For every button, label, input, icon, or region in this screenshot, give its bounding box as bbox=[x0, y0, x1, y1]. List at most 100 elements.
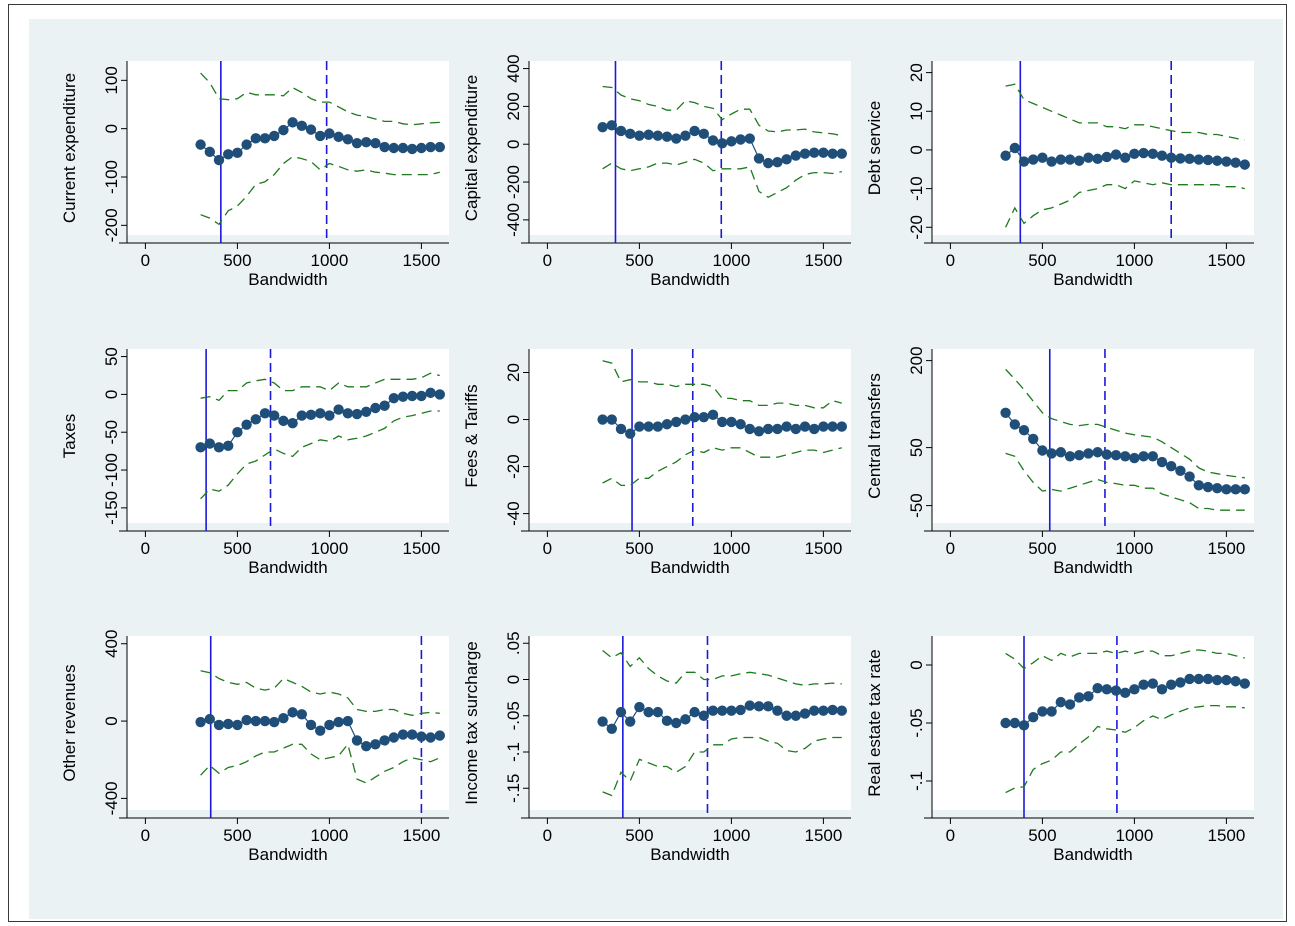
estimate-point bbox=[836, 705, 847, 716]
estimate-point bbox=[1009, 717, 1020, 729]
x-tick-label: 1000 bbox=[712, 826, 750, 845]
estimate-point bbox=[818, 147, 829, 158]
estimate-point bbox=[643, 706, 654, 718]
estimate-point bbox=[1166, 460, 1177, 472]
y-axis-title: Taxes bbox=[60, 414, 79, 458]
ci-lower-line bbox=[200, 742, 441, 784]
estimate-point bbox=[223, 149, 234, 160]
estimate-point bbox=[1221, 484, 1232, 495]
estimate-point bbox=[1175, 153, 1186, 164]
estimate-point bbox=[232, 147, 243, 159]
plot-area bbox=[127, 349, 449, 523]
estimate-point bbox=[726, 705, 737, 716]
x-axis-title: Bandwidth bbox=[1053, 270, 1132, 289]
estimate-point bbox=[379, 400, 390, 411]
x-tick-label: 1000 bbox=[712, 251, 750, 270]
estimate-point bbox=[1230, 484, 1241, 495]
panel-3: -20 -10 0 10 20 0 500 1000 1500 Bandwidth Debt ser… bbox=[865, 61, 1254, 289]
x-axis-title: Bandwidth bbox=[248, 270, 327, 289]
estimate-point bbox=[827, 704, 838, 716]
estimate-point bbox=[809, 705, 820, 716]
estimate-point bbox=[1212, 483, 1223, 494]
y-tick-label: -.1 bbox=[907, 771, 926, 791]
y-tick-label: 20 bbox=[907, 63, 926, 82]
estimate-point bbox=[1018, 720, 1030, 731]
x-tick-label: 1000 bbox=[712, 539, 750, 558]
estimate-point bbox=[361, 741, 372, 752]
x-axis-title: Bandwidth bbox=[248, 558, 327, 577]
estimate-point bbox=[324, 128, 335, 139]
ci-lower-line bbox=[1005, 452, 1245, 511]
estimate-point bbox=[763, 423, 774, 435]
y-tick-label: 10 bbox=[907, 102, 926, 121]
estimate-point bbox=[625, 128, 636, 140]
x-tick-label: 500 bbox=[223, 251, 251, 270]
ci-upper-line bbox=[200, 72, 440, 126]
estimate-point bbox=[1212, 155, 1223, 166]
estimate-point bbox=[643, 421, 654, 432]
y-tick-label: -400 bbox=[102, 781, 121, 815]
x-axis-title: Bandwidth bbox=[1053, 845, 1132, 864]
estimate-point bbox=[661, 715, 673, 727]
estimate-point bbox=[707, 409, 719, 421]
estimate-point bbox=[315, 130, 326, 142]
estimate-point bbox=[753, 426, 765, 437]
estimate-point bbox=[213, 154, 225, 166]
estimate-point bbox=[735, 704, 746, 716]
y-tick-label: -.15 bbox=[504, 774, 523, 803]
estimate-point bbox=[625, 716, 636, 727]
x-tick-label: 0 bbox=[141, 539, 150, 558]
estimate-point bbox=[416, 142, 427, 154]
estimate-point bbox=[1184, 673, 1195, 685]
estimate-point bbox=[1046, 156, 1057, 167]
estimate-point bbox=[1000, 150, 1011, 161]
y-tick-label: 0 bbox=[102, 716, 121, 725]
estimate-point bbox=[305, 409, 317, 421]
x-axis-title: Bandwidth bbox=[248, 845, 327, 864]
x-tick-label: 500 bbox=[223, 539, 251, 558]
estimate-point bbox=[1046, 706, 1057, 717]
x-tick-label: 1500 bbox=[1207, 539, 1245, 558]
x-tick-label: 1000 bbox=[310, 251, 348, 270]
estimate-point bbox=[827, 421, 838, 432]
estimate-point bbox=[397, 142, 409, 154]
estimate-point bbox=[342, 134, 353, 145]
estimate-point bbox=[370, 402, 381, 414]
y-axis-title: Capital expenditure bbox=[462, 75, 481, 221]
estimate-point bbox=[1074, 449, 1085, 461]
estimate-point bbox=[232, 719, 243, 731]
estimate-point bbox=[250, 414, 261, 425]
x-tick-label: 500 bbox=[625, 826, 653, 845]
estimate-point bbox=[606, 414, 617, 425]
estimate-point bbox=[388, 732, 399, 743]
estimate-point bbox=[1156, 150, 1168, 161]
y-axis-title: Current expenditure bbox=[60, 73, 79, 223]
estimate-point bbox=[1000, 407, 1011, 418]
estimate-point bbox=[361, 137, 372, 148]
estimate-point bbox=[250, 715, 261, 727]
estimate-point bbox=[809, 423, 820, 435]
y-axis-title: Real estate tax rate bbox=[865, 649, 884, 796]
y-tick-label: -100 bbox=[102, 453, 121, 487]
estimate-point bbox=[1120, 451, 1131, 462]
x-axis-title: Bandwidth bbox=[650, 270, 729, 289]
ci-lower-line bbox=[1005, 180, 1245, 228]
estimate-point bbox=[763, 701, 774, 712]
estimate-point bbox=[1101, 151, 1113, 163]
estimate-point bbox=[1166, 152, 1177, 163]
estimate-point bbox=[434, 730, 445, 741]
y-tick-label: 20 bbox=[504, 363, 523, 382]
estimate-point bbox=[425, 732, 436, 743]
estimate-point bbox=[315, 408, 326, 419]
estimate-point bbox=[1129, 452, 1140, 464]
x-tick-label: 1500 bbox=[402, 539, 440, 558]
estimate-point bbox=[1009, 142, 1020, 154]
ci-lower-line bbox=[200, 410, 440, 500]
estimate-point bbox=[397, 729, 409, 740]
estimate-point bbox=[790, 710, 801, 721]
estimate-point bbox=[342, 715, 353, 727]
y-tick-label: 200 bbox=[907, 346, 926, 374]
estimate-point bbox=[287, 417, 298, 429]
